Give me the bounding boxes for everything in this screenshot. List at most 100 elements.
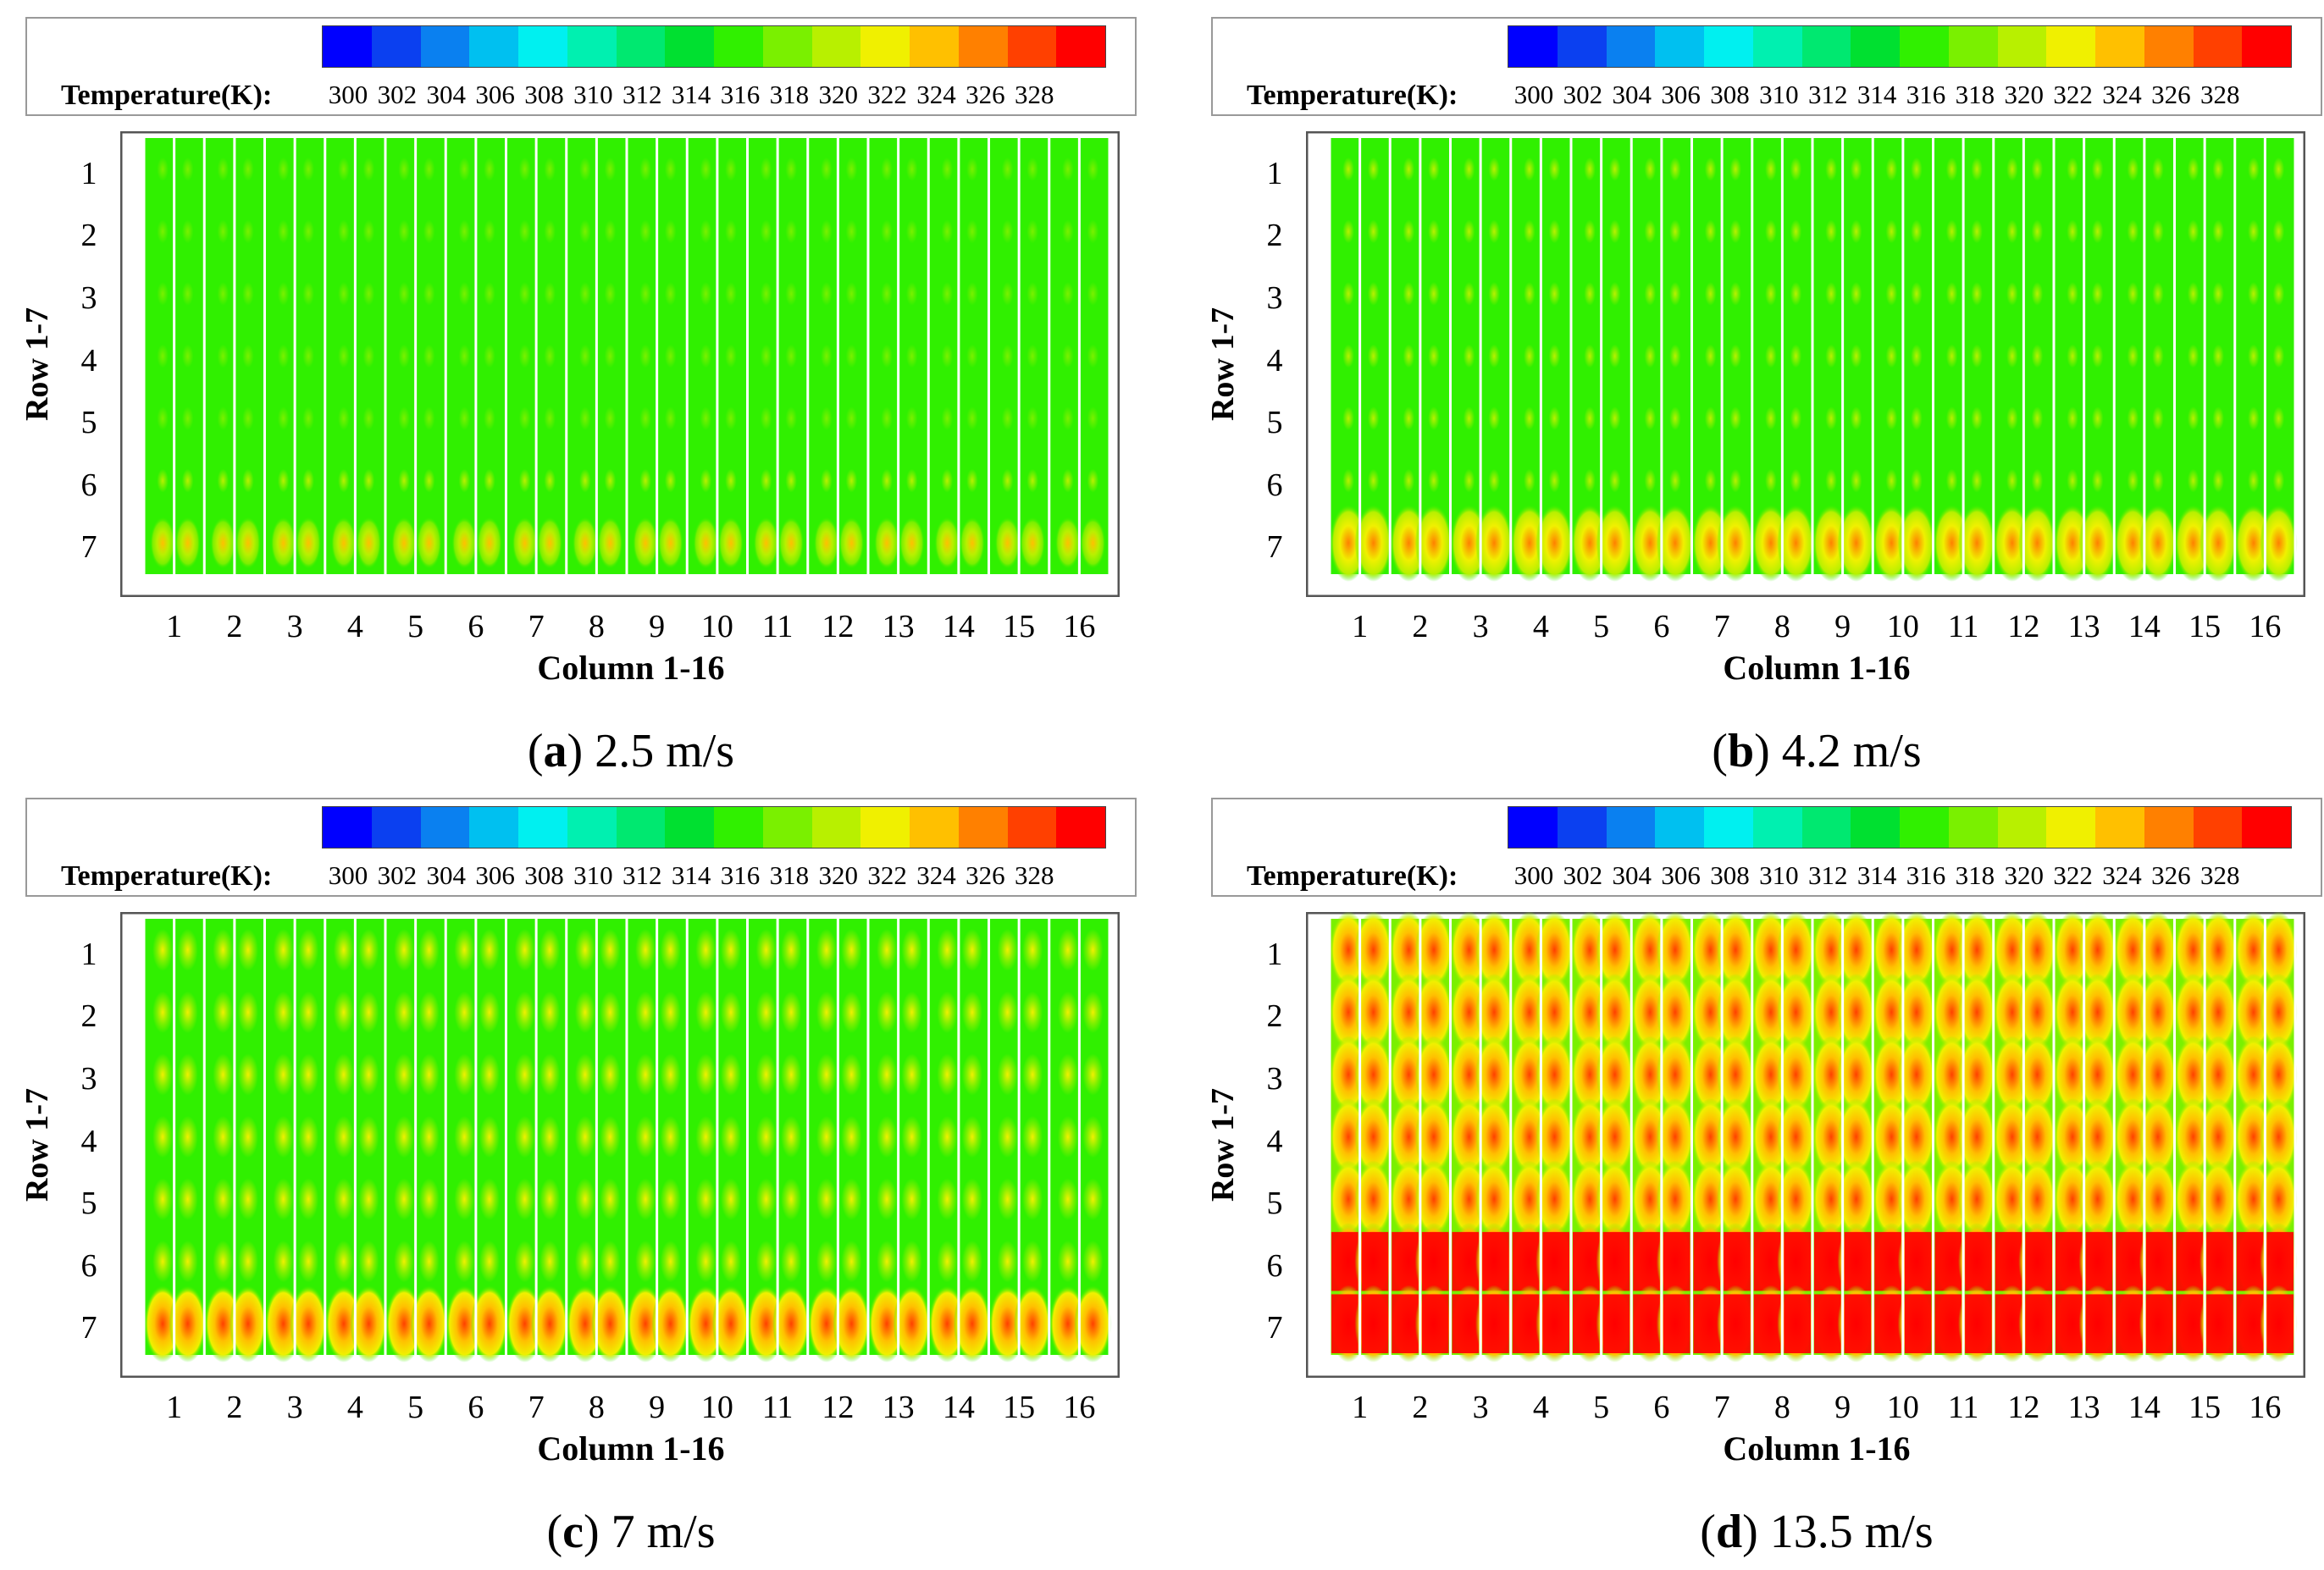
heatmap-cell — [1777, 1097, 1815, 1176]
heatmap-cell — [899, 1048, 925, 1101]
heatmap-cell — [174, 986, 201, 1039]
heatmap-cell — [235, 1048, 261, 1101]
heatmap-cell — [633, 392, 659, 445]
heatmap-cell — [1596, 1097, 1634, 1176]
heatmap-cell — [2078, 504, 2116, 582]
heatmap-cell — [1475, 504, 1513, 582]
heatmap-cell — [1536, 504, 1574, 582]
heatmap-cell — [1602, 392, 1628, 445]
heatmap-cell — [1577, 268, 1603, 320]
colorbar-swatch — [1704, 26, 1753, 67]
heatmap-hot-cell — [2176, 1294, 2204, 1353]
panel-b: Temperature(K): 300 302 304 306 308 310 312 314 3… — [1186, 0, 2324, 785]
row-tick-label: 2 — [80, 218, 97, 254]
heatmap-cell — [1475, 1097, 1513, 1176]
heatmap-plot — [120, 912, 1120, 1378]
heatmap-cell — [934, 1173, 960, 1225]
heatmap-cell — [476, 329, 502, 383]
heatmap-cell — [2266, 205, 2292, 258]
column-tick-label: 7 — [528, 609, 545, 644]
colorbar-swatch — [2046, 807, 2095, 848]
colorbar-swatch — [2242, 26, 2291, 67]
heatmap-cell — [2060, 268, 2086, 320]
heatmap-cell — [874, 392, 900, 445]
column-tick-label: 2 — [226, 1390, 243, 1425]
heatmap-cell — [1879, 268, 1905, 320]
heatmap-cell — [2240, 392, 2266, 445]
column-tick-label: 15 — [2188, 1390, 2222, 1425]
heatmap-cell — [174, 517, 201, 570]
heatmap-cell — [451, 142, 478, 196]
heatmap-cell — [959, 329, 985, 383]
heatmap-cell — [1054, 268, 1081, 320]
heatmap-cell — [296, 986, 322, 1039]
colorbar-tick-label: 324 — [2102, 860, 2142, 890]
heatmap-cell — [210, 454, 236, 507]
column-tick-label: 16 — [2249, 609, 2282, 644]
heatmap-cell — [753, 142, 779, 196]
colorbar-tick-label: 322 — [2053, 860, 2093, 890]
heatmap-cell — [476, 1048, 502, 1101]
heatmap-cell — [813, 1110, 839, 1164]
heatmap-cell — [451, 923, 478, 976]
heatmap-hot-cell — [2236, 1231, 2264, 1291]
heatmap-cell — [1014, 1285, 1052, 1363]
column-tick-label: 10 — [1886, 609, 1919, 644]
heatmap-cell — [1958, 1160, 1996, 1238]
column-tick-label: 5 — [1593, 609, 1610, 644]
heatmap-hot-cell — [1663, 1231, 1690, 1291]
heatmap-cell — [512, 1048, 538, 1101]
heatmap-cell — [693, 1173, 719, 1225]
heatmap-cell — [537, 268, 563, 320]
heatmap-cell — [633, 1173, 659, 1225]
colorbar-swatch — [1508, 807, 1558, 848]
heatmap-cell — [1879, 329, 1905, 383]
heatmap-cell — [1697, 205, 1724, 258]
heatmap-cell — [1637, 268, 1663, 320]
heatmap-cell — [512, 1235, 538, 1288]
heatmap-cell — [330, 329, 357, 383]
heatmap-cell — [874, 1173, 900, 1225]
colorbar-swatch — [1997, 807, 2047, 848]
heatmap-cell — [1903, 205, 1929, 258]
heatmap-cell — [537, 1110, 563, 1164]
column-tick-label: 1 — [1352, 1390, 1369, 1425]
heatmap-cell — [391, 1235, 418, 1288]
heatmap-cell — [2180, 392, 2206, 445]
heatmap-cell — [270, 517, 296, 570]
heatmap-cell — [1999, 454, 2025, 507]
heatmap-cell — [693, 517, 719, 570]
heatmap-cell — [994, 1048, 1021, 1101]
colorbar-swatch — [616, 807, 666, 848]
column-tick-label: 4 — [1532, 1390, 1549, 1425]
heatmap-cell — [2024, 205, 2050, 258]
heatmap-cell — [2024, 392, 2050, 445]
heatmap-hot-cell — [1361, 1294, 1389, 1353]
heatmap-cell — [451, 454, 478, 507]
heatmap-cell — [2060, 454, 2086, 507]
heatmap-hot-cell — [2145, 1231, 2173, 1291]
heatmap-cell — [1656, 1036, 1694, 1114]
colorbar-swatch — [1606, 26, 1656, 67]
heatmap-cell — [1837, 1097, 1875, 1176]
heatmap-cell — [934, 268, 960, 320]
heatmap-cell — [994, 268, 1021, 320]
heatmap-hot-cell — [2145, 1294, 2173, 1353]
column-tick-label: 15 — [2188, 609, 2222, 644]
heatmap-cell — [994, 923, 1021, 976]
heatmap-cell — [2144, 329, 2171, 383]
column-tick-label: 3 — [286, 1390, 303, 1425]
heatmap-cell — [1879, 142, 1905, 196]
heatmap-cell — [1020, 1235, 1046, 1288]
heatmap-cell — [296, 1110, 322, 1164]
heatmap-cell — [1757, 392, 1784, 445]
heatmap-cell — [537, 923, 563, 976]
heatmap-cell — [1536, 912, 1574, 989]
heatmap-cell — [1777, 1036, 1815, 1114]
heatmap-cell — [1420, 268, 1447, 320]
heatmap-cell — [633, 142, 659, 196]
heatmap-cell — [1999, 329, 2025, 383]
heatmap-cell — [1054, 923, 1081, 976]
heatmap-cell — [296, 517, 322, 570]
colorbar-tick-label: 318 — [769, 860, 810, 890]
